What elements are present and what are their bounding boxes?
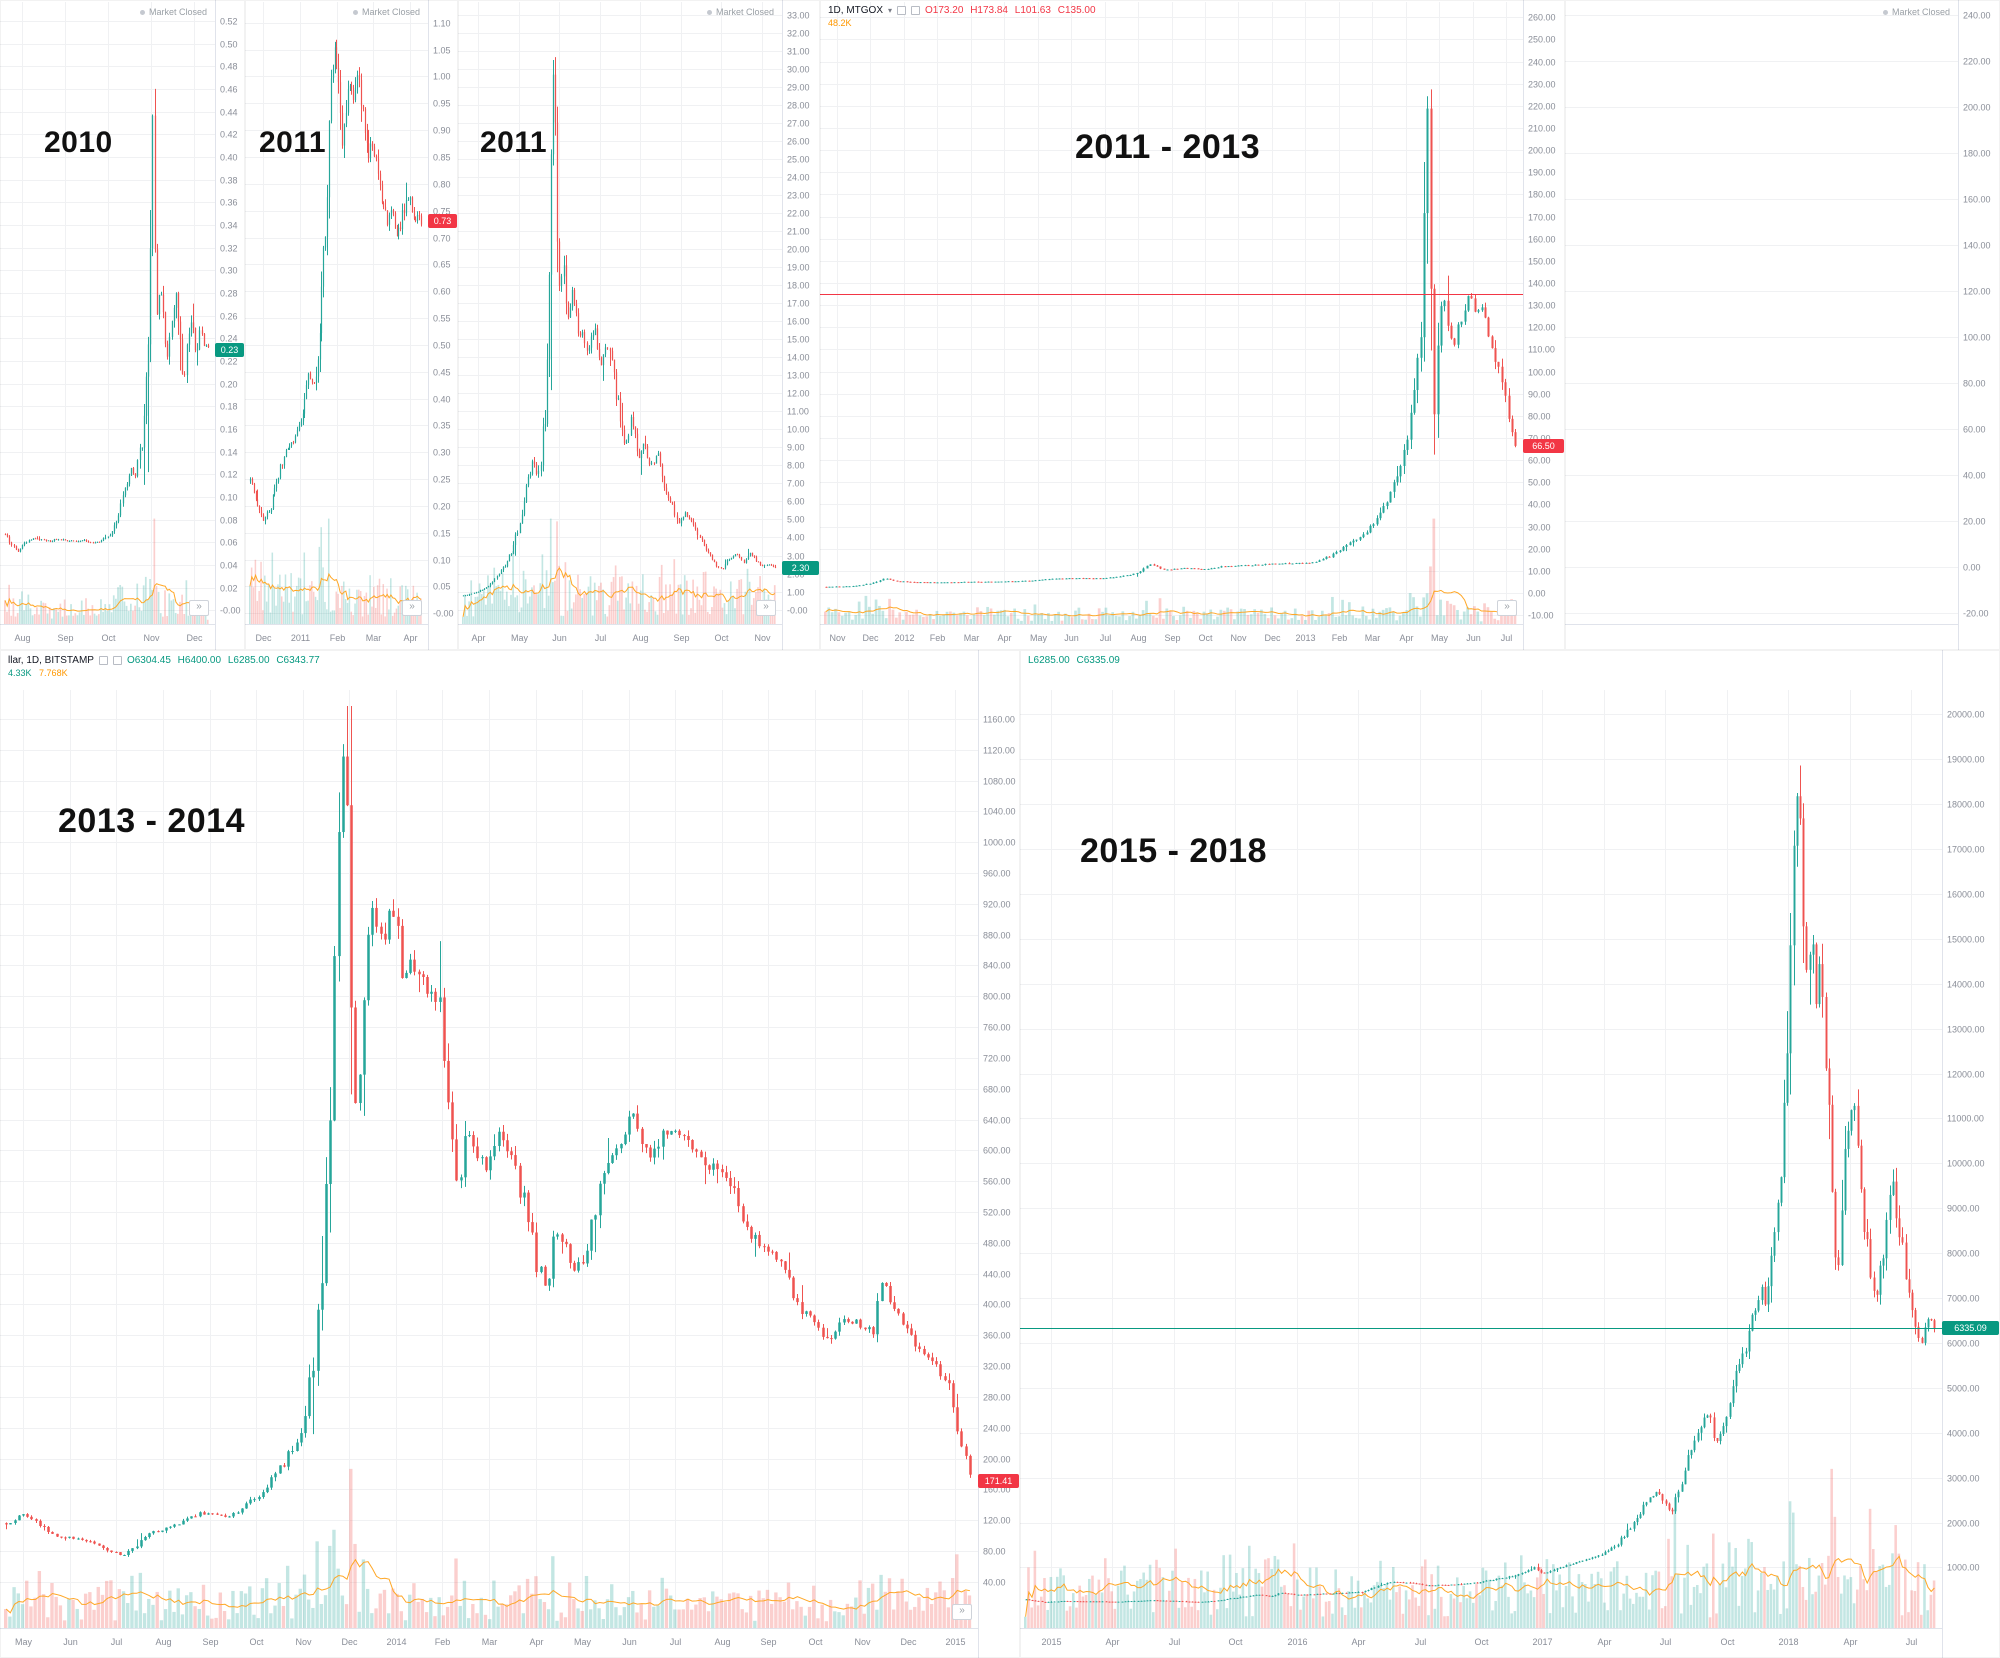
market-closed-badge: Market Closed — [139, 7, 207, 17]
scroll-to-recent-button[interactable]: » — [952, 1604, 972, 1620]
close-value: C135.00 — [1057, 5, 1096, 16]
candlestick-chart-canvas[interactable] — [458, 0, 820, 650]
candlestick-chart-canvas[interactable] — [245, 0, 458, 650]
eye-icon[interactable] — [897, 6, 907, 15]
chevron-down-icon[interactable]: ▾ — [888, 6, 893, 15]
volume-value: 48.2K — [828, 18, 852, 28]
market-closed-badge: Market Closed — [706, 7, 774, 17]
close-value: C6335.09 — [1076, 655, 1120, 666]
last-price-badge: 0.23 — [215, 343, 244, 357]
chart-header: llar, 1D, BITSTAMP O6304.45 H6400.00 L62… — [8, 655, 324, 678]
open-value: O173.20 — [925, 5, 964, 16]
market-closed-label: Market Closed — [1891, 7, 1950, 17]
high-value: H6400.00 — [177, 655, 222, 666]
market-status-dot-icon — [352, 9, 358, 15]
chart-panel-2015-2018: L6285.00 C6335.09 2015 - 2018 6335.09 — [1020, 650, 2000, 1658]
market-closed-badge: Market Closed — [352, 7, 420, 17]
low-value: L101.63 — [1014, 5, 1051, 16]
chart-panel-2011-bubble: 2011 Market Closed 2.30 » — [458, 0, 820, 650]
settings-icon[interactable] — [112, 656, 122, 665]
candlestick-chart-canvas[interactable] — [1020, 650, 2000, 1658]
volume-values: 4.33K 7.768K — [8, 668, 324, 678]
market-closed-label: Market Closed — [148, 7, 207, 17]
era-title: 2013 - 2014 — [58, 802, 245, 840]
open-value: O6304.45 — [126, 655, 171, 666]
settings-icon[interactable] — [911, 6, 921, 15]
market-status-dot-icon — [139, 9, 145, 15]
scroll-to-recent-button[interactable]: » — [1497, 600, 1517, 616]
candlestick-chart-canvas[interactable] — [820, 0, 1565, 650]
symbol-label[interactable]: llar, 1D, BITSTAMP — [8, 655, 94, 666]
volume-value: 4.33K — [8, 668, 32, 678]
market-closed-label: Market Closed — [361, 7, 420, 17]
ohlc-values: O173.20 H173.84 L101.63 C135.00 — [925, 5, 1100, 16]
volume-ma-value: 7.768K — [39, 668, 68, 678]
close-value: C6343.77 — [276, 655, 320, 666]
empty-chart-canvas[interactable] — [1565, 0, 2000, 650]
chart-panel-empty: Market Closed — [1565, 0, 2000, 650]
market-closed-label: Market Closed — [715, 7, 774, 17]
era-title: 2011 — [480, 126, 548, 159]
era-title: 2010 — [44, 126, 113, 159]
candlestick-chart-canvas[interactable] — [0, 650, 1020, 1658]
low-value: L6285.00 — [1028, 655, 1070, 666]
era-title: 2011 - 2013 — [1075, 128, 1261, 166]
chart-panel-2013-2014-bitstamp: llar, 1D, BITSTAMP O6304.45 H6400.00 L62… — [0, 650, 1020, 1658]
last-price-badge: 6335.09 — [1942, 1321, 1999, 1335]
scroll-to-recent-button[interactable]: » — [402, 600, 422, 616]
market-status-dot-icon — [1882, 9, 1888, 15]
era-title: 2015 - 2018 — [1080, 832, 1267, 870]
last-price-badge: 0.73 — [428, 214, 457, 228]
chart-panel-2011-spring: 2011 Market Closed 0.73 » — [245, 0, 458, 650]
chart-panel-2011-2013-mtgox: 1D, MTGOX ▾ O173.20 H173.84 L101.63 C135… — [820, 0, 1565, 650]
market-status-dot-icon — [706, 9, 712, 15]
ohlc-values: O6304.45 H6400.00 L6285.00 C6343.77 — [127, 655, 324, 666]
high-value: H173.84 — [970, 5, 1008, 16]
volume-values: 48.2K — [828, 18, 1100, 28]
eye-icon[interactable] — [98, 656, 108, 665]
era-title: 2011 — [259, 126, 327, 159]
symbol-label[interactable]: 1D, MTGOX — [828, 5, 884, 16]
ohlc-values: L6285.00 C6335.09 — [1028, 655, 1124, 666]
chart-panel-2010: 2010 Market Closed 0.23 » — [0, 0, 245, 650]
low-value: L6285.00 — [227, 655, 270, 666]
candlestick-chart-canvas[interactable] — [0, 0, 245, 650]
chart-header: 1D, MTGOX ▾ O173.20 H173.84 L101.63 C135… — [828, 5, 1100, 28]
scroll-to-recent-button[interactable]: » — [756, 600, 776, 616]
last-price-badge: 66.50 — [1523, 439, 1564, 453]
last-price-badge: 2.30 — [782, 561, 819, 575]
chart-header: L6285.00 C6335.09 — [1028, 655, 1124, 666]
scroll-to-recent-button[interactable]: » — [189, 600, 209, 616]
market-closed-badge: Market Closed — [1882, 7, 1950, 17]
last-price-badge: 171.41 — [978, 1474, 1019, 1488]
